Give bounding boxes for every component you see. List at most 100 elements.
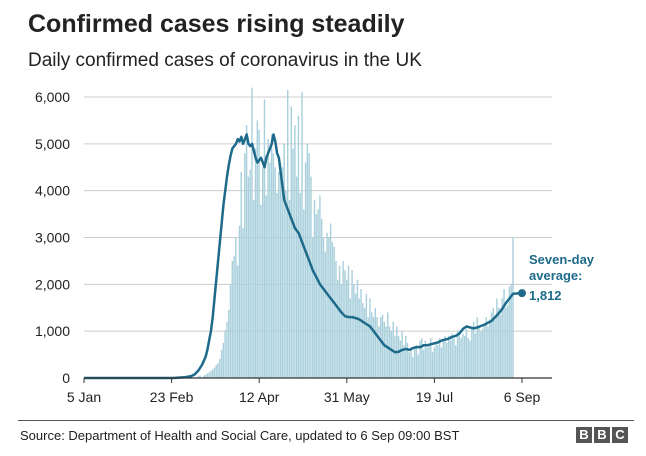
bar: [310, 176, 312, 378]
bar: [404, 335, 407, 378]
bar: [236, 265, 239, 378]
bar: [460, 338, 462, 378]
bar: [322, 237, 325, 378]
bar: [290, 106, 293, 378]
bar: [308, 153, 310, 378]
bar: [328, 237, 330, 378]
bar: [345, 279, 348, 378]
bar: [313, 200, 316, 378]
bar: [251, 87, 253, 378]
bar: [353, 284, 355, 378]
bar: [306, 143, 309, 378]
bar: [276, 193, 278, 378]
daily-bars: [129, 87, 514, 379]
bar: [278, 171, 280, 378]
bar: [340, 284, 343, 378]
bar: [487, 326, 489, 378]
bar: [367, 317, 369, 378]
bar: [304, 162, 307, 378]
bar: [453, 338, 455, 378]
bar: [231, 260, 234, 378]
bar: [260, 204, 262, 378]
bar: [228, 310, 230, 378]
bar: [456, 331, 459, 378]
bar: [249, 169, 251, 378]
bar: [390, 331, 393, 378]
bar: [376, 317, 378, 378]
bar: [435, 342, 437, 378]
bar: [455, 345, 457, 378]
bar: [408, 352, 410, 378]
bar: [222, 342, 225, 378]
bar: [478, 326, 480, 378]
bar: [451, 333, 453, 378]
bar: [274, 167, 276, 378]
bar: [269, 162, 271, 378]
bar: [438, 338, 441, 378]
bar: [430, 338, 432, 378]
bar: [351, 270, 353, 378]
bar: [253, 200, 255, 378]
bar: [354, 293, 357, 378]
bar: [204, 374, 207, 378]
bar: [297, 115, 300, 378]
bar: [295, 176, 298, 378]
bar: [211, 369, 214, 378]
chart: 5 Jan 23 Feb 12 Apr 31 May 19 Jul 6 Sep 0 1,00…: [35, 87, 595, 405]
x-tick-label: 19 Jul: [416, 389, 453, 405]
bar: [506, 305, 509, 378]
bar: [433, 347, 436, 378]
source-note: Source: Department of Health and Social …: [20, 428, 460, 443]
x-axis: 5 Jan 23 Feb 12 Apr 31 May 19 Jul 6 Sep: [67, 377, 552, 405]
bar: [215, 364, 217, 378]
bar: [265, 195, 267, 378]
bar: [369, 298, 371, 378]
bar: [446, 342, 448, 378]
bar: [242, 228, 244, 378]
bar: [303, 209, 305, 378]
bar: [347, 265, 350, 378]
bar: [406, 342, 409, 378]
bar: [399, 340, 402, 378]
bar: [199, 375, 201, 378]
bar: [489, 319, 491, 378]
bar: [363, 307, 366, 378]
bar: [208, 372, 210, 378]
bar: [465, 328, 468, 378]
bar: [480, 331, 482, 378]
annotation-value: 1,812: [529, 288, 562, 303]
bar: [469, 340, 471, 378]
bar: [485, 317, 487, 378]
seven-day-average-line: [84, 133, 526, 380]
bar: [197, 376, 200, 378]
bar: [374, 307, 377, 378]
bar: [431, 352, 434, 378]
y-tick-label: 5,000: [35, 136, 70, 152]
bbc-logo: B B C: [576, 427, 628, 443]
latest-average-point: [518, 289, 526, 298]
bar: [383, 321, 385, 378]
bar: [442, 340, 444, 378]
bar: [324, 251, 326, 378]
bar: [410, 349, 412, 378]
bar: [238, 225, 241, 378]
y-tick-label: 4,000: [35, 183, 70, 199]
bar: [437, 345, 439, 378]
y-tick-label: 2,000: [35, 276, 70, 292]
bar: [338, 265, 341, 378]
bar: [301, 92, 303, 379]
bar: [286, 89, 289, 378]
bar: [508, 286, 511, 378]
bar: [254, 148, 257, 378]
bar: [494, 319, 496, 378]
x-tick-label: 12 Apr: [239, 389, 280, 405]
bar: [463, 335, 466, 378]
y-tick-label: 0: [62, 370, 70, 386]
bar: [244, 153, 246, 378]
bar: [331, 242, 334, 378]
bar: [426, 347, 428, 378]
bar: [317, 209, 319, 378]
bar: [378, 326, 380, 378]
footer-divider: [18, 420, 634, 421]
bar: [292, 148, 294, 378]
